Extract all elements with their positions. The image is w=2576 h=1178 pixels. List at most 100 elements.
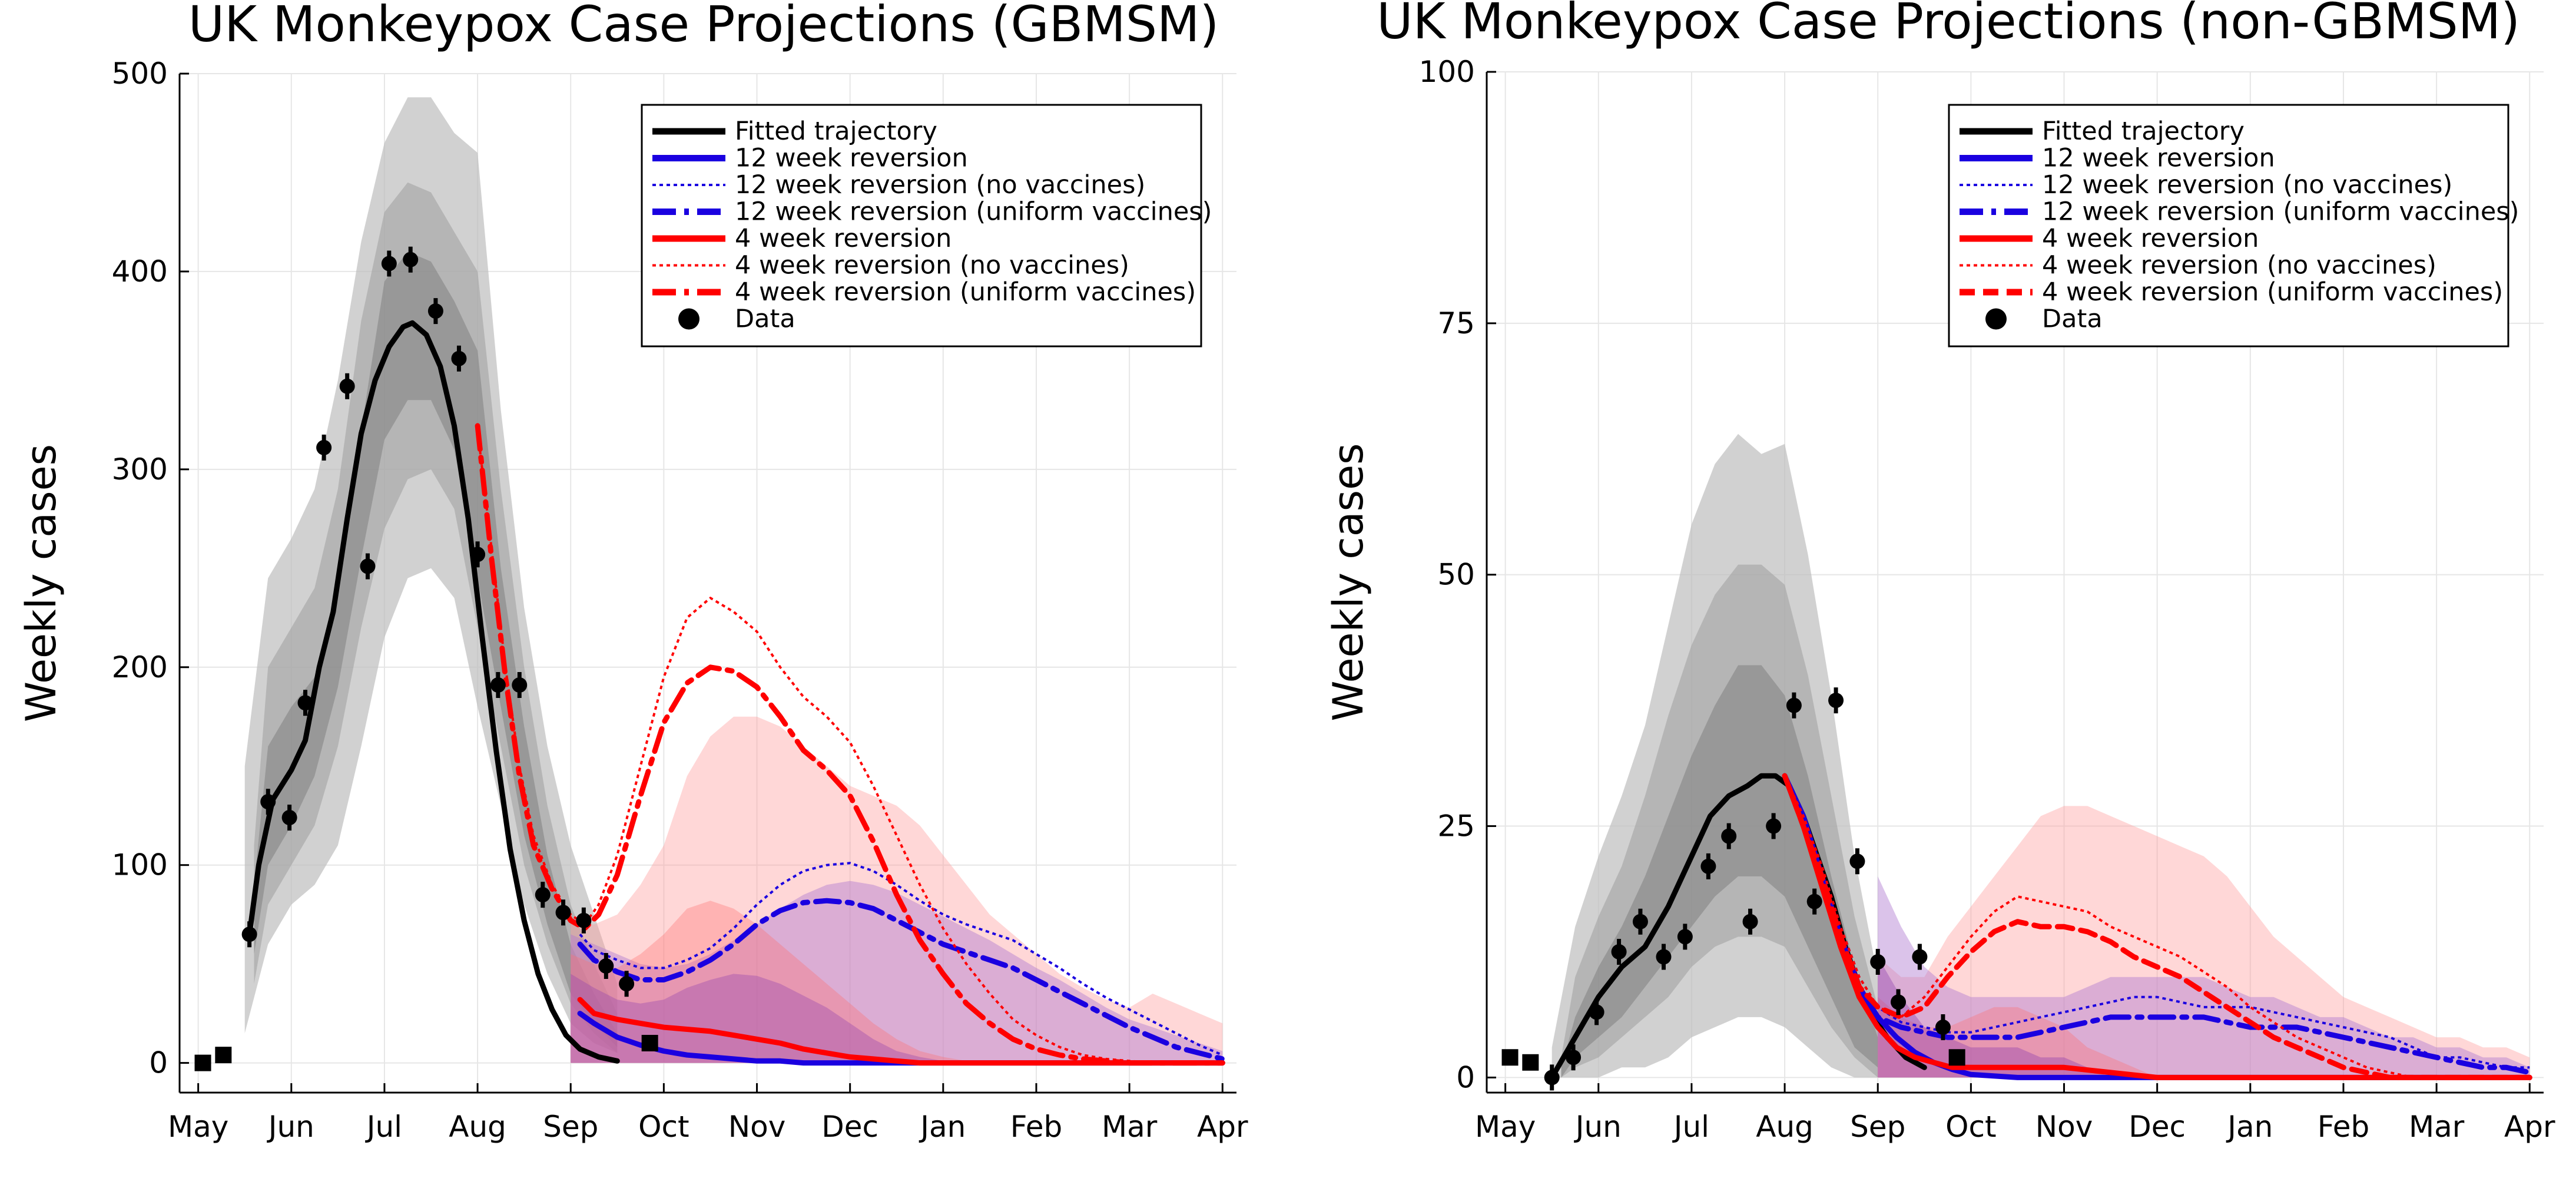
legend-item: 12 week reversion (no vaccines): [1960, 170, 2452, 200]
legend-item: 12 week reversion (no vaccines): [652, 170, 1145, 200]
legend-item: 12 week reversion: [652, 144, 968, 173]
x-tick-label: Apr: [2504, 1110, 2555, 1144]
y-tick-label: 200: [112, 650, 168, 684]
data-point-square: [1522, 1054, 1539, 1071]
x-tick-label: Jan: [2226, 1110, 2273, 1144]
legend-label: 12 week reversion: [2042, 144, 2275, 173]
data-point: [360, 558, 376, 574]
data-point: [316, 439, 332, 455]
data-point: [576, 912, 592, 928]
data-point: [1589, 1004, 1604, 1020]
x-tick-label: Mar: [1102, 1110, 1158, 1144]
legend-label: Data: [2042, 305, 2103, 334]
data-point: [427, 303, 443, 319]
data-point-square: [1948, 1049, 1965, 1066]
data-point: [1742, 914, 1758, 929]
y-axis-label: Weekly cases: [17, 444, 65, 722]
x-tick-label: Dec: [821, 1110, 878, 1144]
data-point: [598, 958, 614, 974]
data-point: [1828, 693, 1844, 709]
x-tick-label: Dec: [2129, 1110, 2186, 1144]
legend-item: Fitted trajectory: [1960, 117, 2245, 146]
data-point: [1786, 697, 1802, 713]
data-point: [1656, 949, 1672, 965]
data-point: [1806, 894, 1822, 909]
data-point-square: [1501, 1049, 1519, 1066]
x-tick-label: May: [1475, 1110, 1536, 1144]
legend-marker: [678, 308, 699, 330]
data-point-square: [215, 1047, 232, 1064]
legend-label: Data: [735, 305, 795, 334]
x-tick-label: May: [168, 1110, 228, 1144]
plot-area: [194, 97, 1225, 1071]
data-point: [470, 547, 486, 562]
legend-item: 12 week reversion (uniform vaccines): [652, 197, 1212, 227]
y-tick-label: 400: [112, 254, 168, 289]
data-point: [1544, 1070, 1560, 1086]
series-line-1: [247, 320, 620, 1064]
data-point: [381, 256, 397, 272]
legend-item: 4 week reversion (uniform vaccines): [1960, 277, 2503, 307]
y-axis-label: Weekly cases: [1324, 443, 1372, 721]
x-tick-label: Jul: [1672, 1110, 1709, 1144]
x-tick-label: Aug: [449, 1110, 506, 1144]
y-tick-label: 100: [1419, 55, 1475, 89]
confidence-band-7: [1878, 957, 2111, 1078]
x-tick-label: Oct: [1945, 1110, 1996, 1144]
legend-item: 4 week reversion: [1960, 224, 2259, 253]
data-point: [1632, 914, 1648, 929]
legend-item: 12 week reversion: [1960, 144, 2275, 173]
x-tick-label: Jan: [919, 1110, 966, 1144]
data-point: [1700, 858, 1716, 874]
series-line-5: [1782, 773, 2532, 1080]
series-line-4: [577, 898, 1225, 1062]
legend-item: 4 week reversion (no vaccines): [1960, 251, 2436, 280]
data-point: [1721, 828, 1737, 844]
data-point: [297, 695, 313, 711]
x-tick-label: Feb: [2318, 1110, 2370, 1144]
data-point-square: [641, 1035, 658, 1052]
data-point: [1766, 818, 1782, 834]
data-point: [535, 887, 551, 903]
data-point: [281, 810, 297, 826]
x-tick-label: Jul: [365, 1110, 402, 1144]
legend-label: Fitted trajectory: [2042, 117, 2245, 146]
y-tick-label: 75: [1437, 306, 1475, 340]
data-point: [1611, 944, 1627, 959]
legend-item: Data: [1985, 305, 2103, 334]
confidence-band-6: [571, 901, 990, 1063]
data-point: [490, 677, 506, 693]
confidence-band-5: [1878, 876, 2530, 1078]
legend-label: Fitted trajectory: [735, 117, 937, 146]
confidence-band-5: [571, 881, 1223, 1063]
y-tick-label: 25: [1437, 809, 1475, 843]
x-tick-label: Nov: [728, 1110, 786, 1144]
legend-item: Fitted trajectory: [652, 117, 937, 146]
legend-label: 4 week reversion: [2042, 224, 2259, 253]
x-tick-label: Jun: [267, 1110, 314, 1144]
legend-label: 12 week reversion (no vaccines): [2042, 170, 2452, 200]
series-line-7: [1782, 773, 2532, 1080]
confidence-band-7: [571, 974, 943, 1063]
confidence-band-3: [254, 252, 618, 1047]
chart-title: UK Monkeypox Case Projections (GBMSM): [188, 0, 1219, 53]
y-tick-label: 500: [112, 57, 168, 91]
series-line-6: [476, 429, 1223, 1064]
data-point: [1677, 929, 1693, 945]
confidence-band-3: [1561, 665, 1878, 1078]
legend-marker: [1985, 308, 2007, 330]
data-point: [1912, 949, 1928, 965]
legend-label: 4 week reversion (no vaccines): [735, 251, 1129, 280]
y-tick-label: 50: [1437, 558, 1475, 592]
x-tick-label: Apr: [1197, 1110, 1248, 1144]
legend-label: 4 week reversion (uniform vaccines): [735, 277, 1196, 307]
data-point: [241, 926, 257, 942]
y-tick-label: 100: [112, 848, 168, 882]
y-tick-label: 0: [149, 1046, 168, 1080]
data-point: [1870, 954, 1886, 970]
legend-item: 12 week reversion (uniform vaccines): [1960, 197, 2519, 227]
chart-title: UK Monkeypox Case Projections (non-GBMSM…: [1377, 0, 2520, 50]
